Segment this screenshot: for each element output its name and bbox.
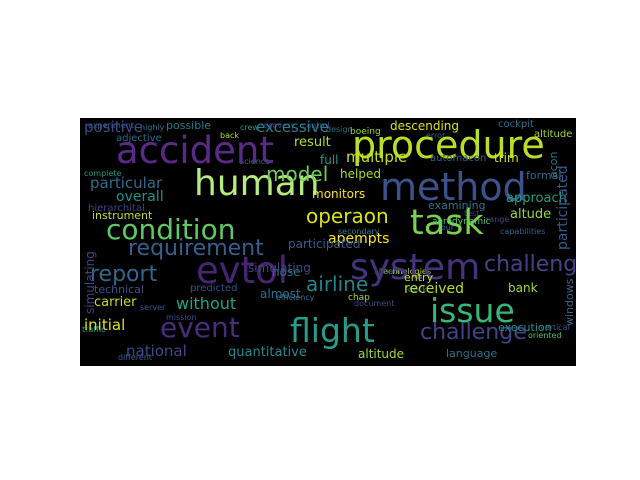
- word: particular: [90, 174, 163, 192]
- word: formal: [526, 169, 562, 182]
- word: mission: [166, 313, 197, 322]
- word: descending: [390, 119, 460, 133]
- word: full: [320, 153, 339, 167]
- word: altitude: [534, 129, 573, 140]
- word: requirement: [128, 236, 264, 261]
- word: helped: [340, 167, 381, 181]
- word: condition: [106, 213, 236, 246]
- word: science: [240, 157, 271, 166]
- word-vertical: simulating: [83, 251, 97, 314]
- word: cockpit: [498, 119, 534, 130]
- word: situaons: [374, 267, 408, 276]
- word: range: [486, 215, 510, 224]
- word: oriented: [528, 331, 562, 340]
- word: efficiency: [276, 293, 315, 302]
- word: back: [220, 131, 240, 140]
- word: positive: [84, 118, 143, 136]
- word-cloud: adjective highly back science crew recov…: [80, 118, 576, 366]
- word: design: [326, 125, 353, 134]
- word: carrier: [94, 295, 137, 310]
- word: almost: [260, 287, 301, 301]
- word: overall: [116, 189, 164, 205]
- word: evtol: [196, 249, 289, 292]
- word: received: [404, 281, 465, 297]
- word: initial: [84, 316, 126, 334]
- word: airline: [306, 272, 369, 296]
- word: model: [266, 162, 329, 186]
- word: human: [194, 163, 320, 204]
- word: traffic: [82, 325, 106, 334]
- word: issue: [430, 291, 515, 330]
- word: secondary: [338, 227, 380, 236]
- word: language: [446, 347, 498, 360]
- word: vertical: [540, 323, 570, 332]
- word: server: [140, 303, 166, 312]
- word: technical: [94, 283, 144, 296]
- word: task: [410, 203, 484, 243]
- word: bank: [508, 281, 538, 295]
- word: without: [176, 294, 237, 313]
- word: flight: [290, 311, 375, 350]
- word: challenge: [484, 252, 576, 277]
- word: hierarchital: [88, 203, 145, 214]
- word: nose: [272, 265, 301, 279]
- word: test: [464, 209, 480, 218]
- word: recovery: [260, 121, 296, 130]
- word: procedure: [352, 123, 545, 167]
- word: capabilities: [500, 227, 546, 236]
- word-vertical: participated: [555, 165, 571, 250]
- word: apempts: [328, 231, 390, 247]
- word: chap: [348, 293, 370, 303]
- word: four: [438, 223, 455, 232]
- word: error: [426, 131, 446, 140]
- word: highly: [140, 123, 165, 132]
- word-vertical: acon: [547, 151, 560, 179]
- word: complete: [84, 169, 122, 178]
- word: boeing: [350, 127, 381, 137]
- word: instrument: [92, 209, 153, 222]
- word: result: [294, 135, 331, 150]
- word: participated: [288, 237, 361, 251]
- word: possible: [166, 119, 212, 132]
- word: report: [90, 262, 158, 287]
- word: control: [302, 121, 330, 130]
- word: deck: [408, 285, 428, 294]
- word: technologies: [380, 267, 431, 276]
- word: monitors: [312, 187, 366, 201]
- word: national: [126, 342, 187, 360]
- word: examining: [428, 199, 486, 212]
- word: accident: [116, 129, 274, 172]
- word: document: [354, 299, 395, 308]
- word: challenge: [420, 320, 527, 345]
- word: altitude: [358, 347, 405, 361]
- word: crew: [240, 123, 259, 132]
- word: excessive: [256, 118, 329, 136]
- word: event: [160, 311, 240, 344]
- word: aerodynamic: [432, 217, 491, 227]
- word: system: [350, 247, 481, 288]
- word: quantitative: [228, 345, 307, 360]
- word: predicted: [190, 283, 238, 294]
- word-vertical: windows: [563, 278, 576, 326]
- word: approach: [506, 191, 567, 206]
- word: altude: [510, 207, 552, 222]
- word: experiment: [88, 121, 134, 130]
- word: simulating: [248, 261, 311, 275]
- word: adjective: [116, 133, 162, 144]
- word: different: [118, 353, 152, 362]
- word: entry: [404, 271, 434, 284]
- word: execution: [498, 321, 552, 334]
- word: multiple: [346, 148, 408, 166]
- word: operaon: [306, 204, 389, 228]
- word: method: [380, 165, 527, 209]
- word: automacon: [430, 153, 487, 164]
- word: trim: [494, 151, 519, 165]
